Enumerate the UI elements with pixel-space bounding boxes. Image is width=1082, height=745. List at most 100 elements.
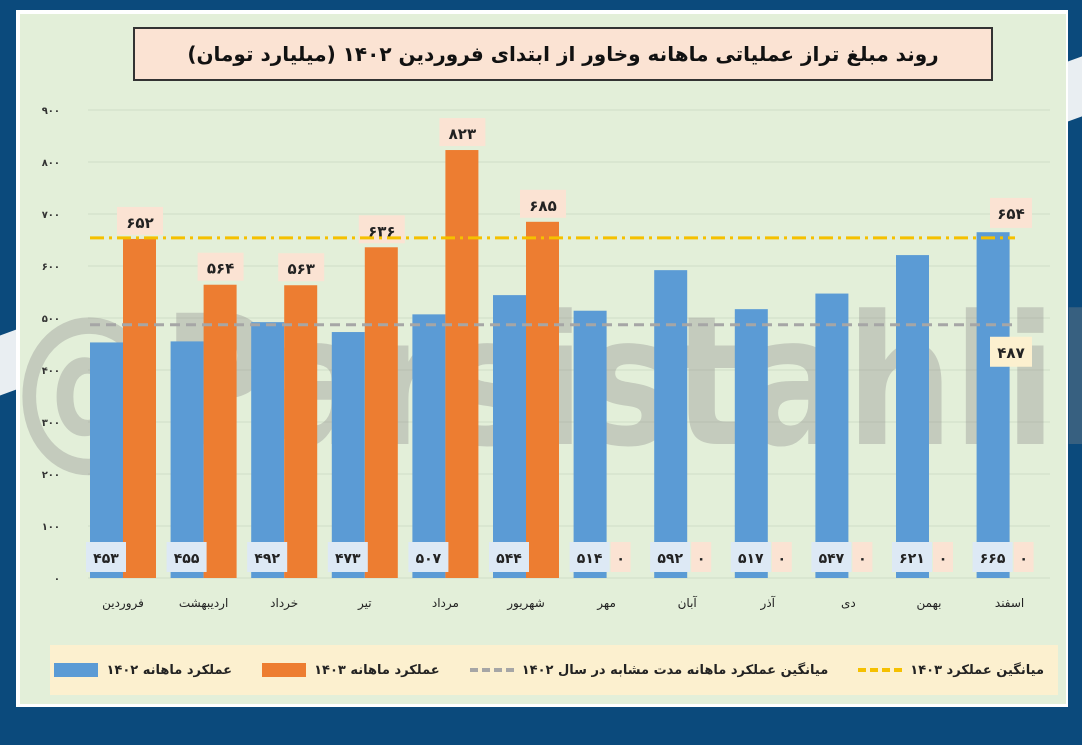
bar-1403: [445, 150, 479, 579]
bar-1402: [251, 322, 285, 578]
legend-swatch: [262, 663, 307, 677]
data-label-1402: ۵۱۷: [738, 551, 764, 567]
data-label-bg: [730, 542, 771, 572]
legend-item-1402: عملکرد ماهانه ۱۴۰۲: [54, 663, 232, 678]
legend-label: عملکرد ماهانه ۱۴۰۳: [314, 662, 440, 678]
data-label-bg: [892, 542, 932, 572]
data-label-bg: [650, 542, 691, 572]
x-tick-label: مرداد: [432, 596, 459, 611]
legend: میانگین عملکرد ۱۴۰۳ میانگین عملکرد ماهان…: [50, 645, 1058, 695]
data-label-1403: ۸۲۳: [449, 125, 476, 143]
data-label-1403: ۵۶۴: [207, 260, 234, 278]
data-label-1402: ۵۰۷: [416, 551, 442, 567]
data-label-bg: [811, 542, 852, 572]
data-label-1402: ۶۶۵: [980, 551, 1006, 567]
bar-1402: [412, 314, 446, 578]
y-tick-label: ۴۰۰: [42, 366, 60, 377]
bar-1402: [331, 332, 365, 578]
bar-1402: [976, 232, 1010, 578]
data-label-1403: ۰: [939, 551, 948, 567]
y-tick-label: ۰: [54, 574, 60, 585]
y-tick-label: ۲۰۰: [42, 470, 60, 481]
data-label-bg: [117, 206, 163, 235]
data-label-bg: [771, 542, 792, 572]
data-label-bg: [852, 542, 873, 572]
data-label-1402: ۴۵۵: [174, 551, 200, 567]
data-label-bg: [610, 542, 631, 572]
bar-1403: [123, 238, 156, 578]
bar-1402: [734, 309, 768, 578]
x-tick-label: اردیبهشت: [179, 596, 228, 611]
reference-label-bg: [990, 336, 1032, 367]
bar-1402: [170, 341, 204, 578]
data-label-bg: [972, 542, 1013, 572]
data-label-bg: [408, 542, 449, 572]
x-tick-label: دی: [841, 596, 856, 610]
legend-label: عملکرد ماهانه ۱۴۰۲: [106, 662, 233, 678]
legend-label: میانگین عملکرد ۱۴۰۳: [910, 662, 1044, 678]
y-tick-label: ۱۰۰: [42, 522, 60, 533]
data-label-1402: ۵۴۷: [819, 551, 845, 567]
y-tick-label: ۶۰۰: [42, 262, 60, 273]
data-label-1403: ۰: [616, 551, 625, 567]
bar-1402: [654, 270, 688, 578]
data-label-1402: ۴۹۲: [254, 551, 280, 567]
x-tick-label: بهمن: [917, 596, 942, 611]
data-label-bg: [439, 118, 486, 147]
data-label-1403: ۰: [858, 551, 867, 567]
bar-1402: [90, 342, 123, 578]
x-tick-label: خرداد: [270, 596, 298, 611]
data-label-bg: [1013, 542, 1034, 572]
x-tick-label: تیر: [357, 596, 372, 611]
legend-item-avg-1403: میانگین عملکرد ۱۴۰۳: [858, 663, 1044, 678]
x-tick-label: آبان: [678, 595, 698, 610]
data-label-1403: ۶۳۶: [368, 222, 395, 240]
data-label-1402: ۵۴۴: [496, 551, 522, 567]
bar-1402: [896, 255, 929, 578]
y-tick-label: ۷۰۰: [42, 210, 60, 221]
data-label-1402: ۶۲۱: [899, 551, 925, 567]
data-label-1403: ۰: [697, 551, 706, 567]
x-tick-label: آذر: [760, 595, 776, 611]
data-label-bg: [247, 542, 288, 572]
data-label-1402: ۵۱۴: [577, 551, 603, 567]
legend-item-1403: عملکرد ماهانه ۱۴۰۳: [262, 663, 440, 678]
x-tick-label: مهر: [596, 596, 616, 611]
data-label-bg: [933, 542, 953, 572]
data-label-bg: [569, 542, 610, 572]
data-label-bg: [166, 542, 207, 572]
data-label-bg: [197, 252, 244, 281]
x-tick-label: شهریور: [506, 596, 545, 611]
data-label-1403: ۶۸۵: [529, 197, 556, 215]
legend-swatch: [858, 668, 903, 672]
data-label-1403: ۶۵۲: [126, 214, 153, 232]
reference-label-1402: ۴۸۷: [997, 344, 1024, 362]
data-label-bg: [327, 542, 368, 572]
reference-label-bg: [990, 197, 1032, 228]
data-label-1402: ۵۹۲: [657, 551, 683, 567]
bar-1402: [815, 293, 849, 578]
bar-1403: [284, 285, 318, 578]
data-label-1403: ۰: [1019, 551, 1028, 567]
bar-1403: [526, 221, 559, 579]
data-label-bg: [520, 189, 566, 218]
data-label-bg: [489, 542, 529, 572]
y-tick-label: ۸۰۰: [42, 158, 60, 169]
data-label-1402: ۴۵۳: [93, 551, 119, 567]
bar-1403: [203, 284, 237, 578]
y-tick-label: ۹۰۰: [42, 106, 60, 117]
legend-swatch: [54, 663, 99, 677]
data-label-bg: [86, 542, 126, 572]
data-label-bg: [691, 542, 712, 572]
bar-1402: [493, 295, 526, 578]
bar-1403: [364, 247, 398, 578]
legend-swatch: [469, 668, 514, 672]
chart-title: روند مبلغ تراز عملیاتی ماهانه وخاور از ا…: [133, 27, 993, 81]
bar-1402: [573, 310, 607, 578]
x-tick-label: فروردین: [102, 596, 144, 611]
data-label-1403: ۰: [778, 551, 787, 567]
legend-label: میانگین عملکرد ماهانه مدت مشابه در سال ۱…: [521, 662, 829, 678]
y-tick-label: ۵۰۰: [42, 314, 60, 325]
x-tick-label: اسفند: [995, 596, 1024, 610]
